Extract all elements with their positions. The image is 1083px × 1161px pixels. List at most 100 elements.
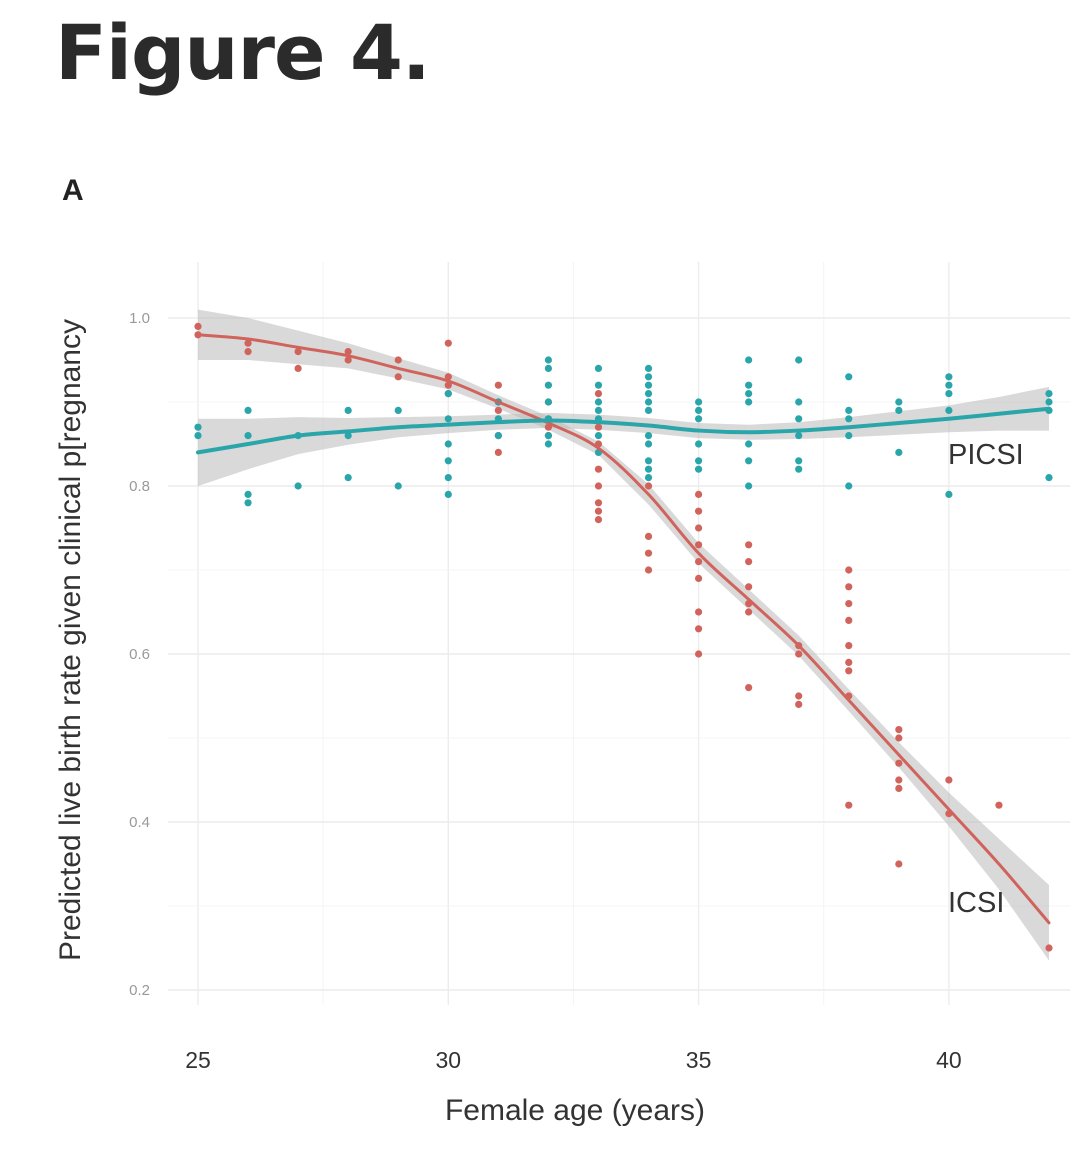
data-point-icsi	[845, 616, 853, 625]
data-point-picsi	[444, 490, 452, 498]
data-point-icsi	[294, 364, 302, 372]
data-point-icsi	[745, 583, 753, 591]
data-point-icsi	[694, 558, 703, 566]
data-point-picsi	[795, 432, 803, 440]
data-point-icsi	[244, 348, 252, 356]
smooth-line-picsi	[196, 406, 1051, 455]
data-point-picsi	[945, 490, 953, 498]
data-point-icsi	[444, 381, 452, 389]
data-point-icsi	[845, 642, 853, 650]
data-point-picsi	[745, 482, 753, 490]
data-point-picsi	[745, 457, 753, 465]
data-point-icsi	[995, 801, 1003, 809]
panel-label: A	[62, 174, 84, 207]
series-label-picsi: PICSI	[948, 439, 1024, 471]
data-point-icsi	[694, 507, 703, 515]
data-point-picsi	[444, 415, 452, 423]
x-tick-label: 25	[185, 1047, 211, 1073]
data-point-picsi	[244, 490, 252, 498]
data-point-icsi	[845, 566, 853, 574]
data-point-icsi	[594, 390, 603, 398]
data-point-icsi	[745, 608, 753, 616]
data-point-picsi	[644, 390, 653, 398]
data-point-picsi	[544, 381, 553, 389]
data-point-icsi	[594, 507, 603, 515]
x-tick-label: 35	[686, 1047, 712, 1073]
data-point-icsi	[845, 583, 853, 591]
data-point-picsi	[444, 390, 452, 398]
y-tick-label: 0.4	[129, 814, 150, 831]
data-point-picsi	[594, 398, 603, 406]
data-point-icsi	[694, 608, 703, 616]
data-point-picsi	[945, 381, 953, 389]
data-point-picsi	[594, 432, 603, 440]
data-point-picsi	[394, 482, 402, 490]
data-point-icsi	[344, 348, 352, 356]
data-point-picsi	[644, 364, 653, 372]
x-axis-label: Female age (years)	[445, 1094, 705, 1127]
data-point-icsi	[795, 700, 803, 709]
y-tick-label: 1.0	[129, 310, 150, 327]
data-point-picsi	[244, 432, 252, 440]
data-point-picsi	[444, 474, 452, 482]
data-point-picsi	[444, 457, 452, 465]
data-point-icsi	[594, 516, 603, 524]
data-point-icsi	[895, 726, 903, 734]
data-point-icsi	[795, 650, 803, 658]
data-point-picsi	[895, 448, 903, 456]
data-point-picsi	[1045, 390, 1053, 398]
data-point-picsi	[294, 482, 302, 490]
data-point-picsi	[544, 364, 553, 372]
data-point-picsi	[745, 381, 753, 389]
data-point-picsi	[745, 398, 753, 406]
data-point-picsi	[644, 440, 653, 448]
data-point-picsi	[745, 440, 753, 448]
y-tick-label: 0.6	[129, 646, 150, 663]
data-point-icsi	[845, 600, 853, 608]
data-point-icsi	[694, 574, 703, 583]
data-point-picsi	[795, 356, 803, 364]
data-point-icsi	[895, 776, 903, 784]
data-point-icsi	[845, 667, 853, 675]
data-point-icsi	[344, 356, 352, 364]
data-point-picsi	[444, 440, 452, 448]
data-point-picsi	[1045, 398, 1053, 406]
data-point-picsi	[344, 432, 352, 440]
data-point-picsi	[845, 482, 853, 490]
data-point-picsi	[644, 474, 653, 482]
data-point-icsi	[895, 734, 903, 742]
data-point-icsi	[694, 490, 703, 498]
data-point-icsi	[644, 566, 653, 574]
data-point-picsi	[795, 465, 803, 473]
data-point-icsi	[194, 322, 202, 330]
data-point-icsi	[594, 499, 603, 507]
data-point-picsi	[594, 364, 603, 372]
data-point-icsi	[494, 381, 502, 389]
data-point-icsi	[594, 465, 603, 473]
x-tick-label: 40	[936, 1047, 962, 1073]
data-point-icsi	[1045, 944, 1053, 952]
smooth-line-icsi	[196, 333, 1051, 925]
data-point-picsi	[945, 390, 953, 398]
data-point-picsi	[544, 356, 553, 364]
data-point-icsi	[444, 339, 452, 347]
data-point-icsi	[745, 684, 753, 692]
data-point-picsi	[694, 465, 703, 473]
data-point-icsi	[294, 348, 302, 356]
data-point-icsi	[694, 524, 703, 532]
y-tick-label: 0.8	[129, 478, 150, 495]
data-point-icsi	[444, 373, 452, 381]
data-point-picsi	[644, 406, 653, 414]
axis-ticks: 0.2 0.4 0.6 0.8 1.0 25 30 35 40	[129, 310, 962, 1073]
data-point-picsi	[644, 432, 653, 440]
data-point-icsi	[494, 406, 502, 414]
data-point-picsi	[895, 398, 903, 406]
confidence-band-picsi	[198, 386, 1049, 486]
data-point-picsi	[1045, 474, 1053, 482]
data-point-icsi	[494, 448, 502, 456]
data-point-picsi	[644, 457, 653, 465]
x-tick-label: 30	[435, 1047, 461, 1073]
data-point-picsi	[494, 432, 502, 440]
data-point-picsi	[194, 432, 202, 440]
data-point-picsi	[694, 406, 703, 414]
